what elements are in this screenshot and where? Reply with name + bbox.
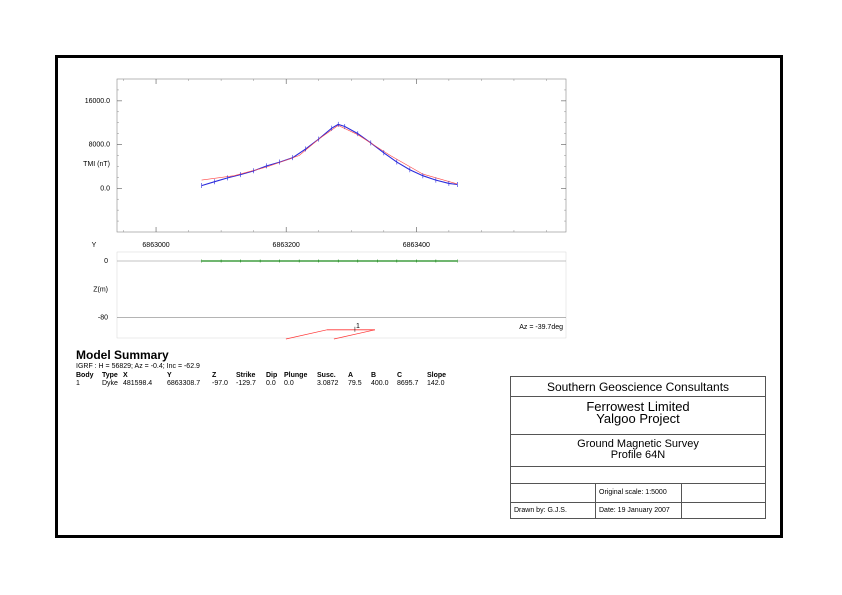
cell-y: 6863308.7 — [167, 380, 201, 387]
depth-tick-label: -80 — [98, 315, 108, 322]
survey-name: Ground Magnetic Survey — [577, 438, 699, 450]
tmi-plot-frame — [116, 78, 567, 233]
header-a: A — [348, 372, 354, 379]
drawing-frame — [55, 55, 783, 538]
header-body: Body — [76, 372, 94, 379]
drawing-date: Date: 19 January 2007 — [596, 502, 682, 519]
dyke-right-edge — [333, 329, 375, 340]
scale-row-right-cell — [682, 484, 767, 502]
depth-tick-label: 0 — [104, 258, 108, 265]
header-slope: Slope — [427, 372, 447, 379]
observed-tmi-line — [201, 123, 458, 187]
model-summary-title: Model Summary — [76, 348, 169, 362]
model-summary: Model Summary IGRF : H = 56829; Az = -0.… — [76, 348, 446, 388]
x-axis-label: Y — [92, 242, 97, 249]
cell-b: 400.0 — [371, 380, 389, 387]
scale-row-empty-cell — [511, 484, 596, 502]
header-susc: Susc. — [317, 372, 336, 379]
client-block: Ferrowest Limited Yalgoo Project — [511, 397, 765, 435]
y-tick-label: 0.0 — [100, 185, 110, 192]
client-name: Ferrowest Limited — [586, 399, 690, 414]
igrf-line: IGRF : H = 56829; Az = -0.4; Inc = -62.9 — [76, 363, 200, 370]
depth-axis-label: Z(m) — [93, 286, 108, 293]
company-name: Southern Geoscience Consultants — [511, 377, 765, 397]
x-tick-label: 6863000 — [142, 242, 169, 249]
y-axis-label: TMI (nT) — [83, 161, 110, 168]
header-plunge: Plunge — [284, 372, 308, 379]
cell-dip: 0.0 — [266, 380, 276, 387]
cell-a: 79.5 — [348, 380, 362, 387]
y-tick-label: 8000.0 — [89, 142, 111, 149]
cell-x: 481598.4 — [123, 380, 153, 387]
calculated-tmi-line — [201, 125, 458, 185]
original-scale: Original scale: 1:5000 — [596, 484, 682, 502]
x-tick-label: 6863200 — [273, 242, 300, 249]
x-tick-label: 6863400 — [403, 242, 430, 249]
header-type: Type — [102, 372, 118, 379]
header-y: Y — [167, 372, 172, 379]
blank-row — [511, 467, 765, 484]
header-c: C — [397, 372, 403, 379]
azimuth-annotation: Az = -39.7deg — [519, 324, 563, 331]
header-z: Z — [212, 372, 217, 379]
cell-susc: 3.0872 — [317, 380, 339, 387]
summary-header-row: Body Type X Y Z Strike Dip Plunge Susc. … — [76, 372, 446, 380]
header-x: X — [123, 372, 128, 379]
y-tick-label: 16000.0 — [85, 98, 110, 105]
header-dip: Dip — [266, 372, 278, 379]
drawn-by: Drawn by: G.J.S. — [511, 502, 596, 519]
project-name: Yalgoo Project — [596, 411, 680, 426]
drawn-row-right-cell — [682, 502, 767, 519]
header-strike: Strike — [236, 372, 256, 379]
drawn-row: Drawn by: G.J.S. Date: 19 January 2007 — [511, 502, 765, 519]
title-block: Southern Geoscience Consultants Ferrowes… — [510, 376, 766, 519]
cell-type: Dyke — [102, 380, 118, 387]
cell-z: -97.0 — [212, 380, 228, 387]
survey-block: Ground Magnetic Survey Profile 64N — [511, 435, 765, 467]
cell-strike: -129.7 — [236, 380, 256, 387]
header-b: B — [371, 372, 377, 379]
cell-c: 8695.7 — [397, 380, 419, 387]
section-plot-frame — [116, 251, 567, 339]
summary-data-row: 1 Dyke 481598.4 6863308.7 -97.0 -129.7 0… — [76, 380, 445, 388]
cell-body: 1 — [76, 380, 80, 387]
cell-slope: 142.0 — [427, 380, 445, 387]
scale-row: Original scale: 1:5000 — [511, 484, 765, 503]
dyke-left-edge — [285, 329, 327, 340]
dyke-body-label: 1 — [356, 323, 360, 330]
cell-plunge: 0.0 — [284, 380, 294, 387]
profile-name: Profile 64N — [610, 449, 666, 461]
